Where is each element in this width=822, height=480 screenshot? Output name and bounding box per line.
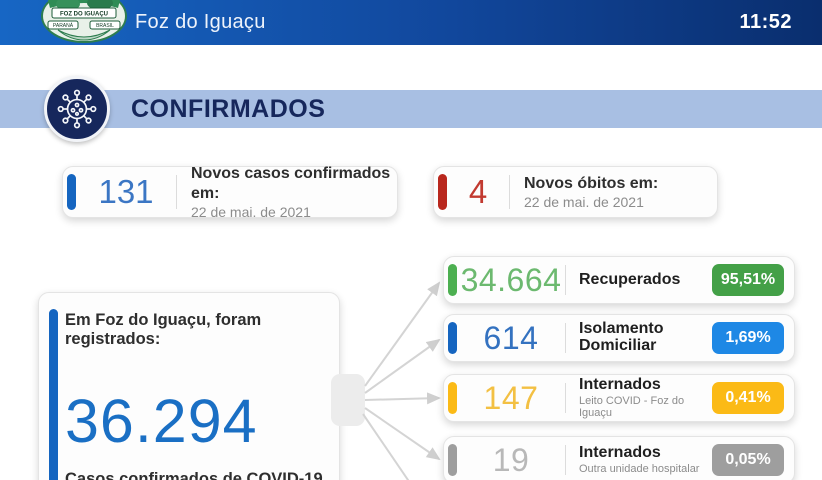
accent-bar xyxy=(67,174,76,210)
home-isolation-value: 614 xyxy=(483,319,539,356)
city-crest-logo: FOZ DO IGUAÇU PARANÁ BRASIL xyxy=(41,0,127,43)
section-banner xyxy=(0,90,822,128)
hospitalized-covid-bed-percent-badge: 0,41% xyxy=(712,382,784,414)
new-deaths-value: 4 xyxy=(468,173,488,210)
accent-bar xyxy=(438,174,447,210)
app-title: Foz do Iguaçu xyxy=(135,11,266,33)
new-cases-value: 131 xyxy=(98,173,154,210)
logo-name-text: FOZ DO IGUAÇU xyxy=(60,12,108,18)
total-caption: Casos confirmados de COVID-19 xyxy=(65,470,323,480)
divider xyxy=(565,323,566,353)
logo-country-text: BRASIL xyxy=(96,23,114,29)
divider xyxy=(565,383,566,413)
connector-arrows xyxy=(362,281,441,480)
connector-node xyxy=(331,374,365,426)
hospitalized-other-value: 19 xyxy=(492,441,530,478)
recovered-label: Recuperados xyxy=(579,270,681,288)
new-deaths-label: Novos óbitos em: xyxy=(524,174,659,192)
hospitalized-covid-bed-label: Internados xyxy=(579,376,661,394)
hospitalized-other-sublabel: Outra unidade hospitalar xyxy=(579,462,700,475)
total-cases-card: Em Foz do Iguaçu, foram registrados: 36.… xyxy=(38,292,340,480)
divider xyxy=(565,445,566,475)
hospitalized-other-percent-badge: 0,05% xyxy=(712,444,784,476)
logo-state-text: PARANÁ xyxy=(53,22,74,29)
accent-bar xyxy=(49,309,58,480)
hospitalized-covid-bed-sublabel: Leito COVID - Foz do Iguaçu xyxy=(579,394,685,419)
virus-icon xyxy=(44,76,110,142)
accent-bar xyxy=(448,382,457,414)
new-cases-card: 131 Novos casos confirmados em: 22 de ma… xyxy=(62,165,398,220)
home-isolation-label: Isolamento Domiciliar xyxy=(579,320,664,354)
accent-bar xyxy=(448,444,457,476)
divider xyxy=(565,265,566,295)
divider xyxy=(176,175,177,209)
recovered-value: 34.664 xyxy=(460,261,562,298)
home-isolation-card: 614 Isolamento Domiciliar 1,69% xyxy=(443,314,795,362)
total-value: 36.294 xyxy=(65,387,258,455)
recovered-card: 34.664 Recuperados 95,51% xyxy=(443,256,795,304)
hospitalized-other-card: 19 Internados Outra unidade hospitalar 0… xyxy=(443,436,795,480)
hospitalized-covid-bed-value: 147 xyxy=(483,379,539,416)
total-intro: Em Foz do Iguaçu, foram registrados: xyxy=(65,311,262,348)
divider xyxy=(509,175,510,209)
new-deaths-date: 22 de mai. de 2021 xyxy=(524,194,644,211)
hospitalized-covid-bed-card: 147 Internados Leito COVID - Foz do Igua… xyxy=(443,374,795,422)
header-bar: FOZ DO IGUAÇU PARANÁ BRASIL Foz do Iguaç… xyxy=(0,0,822,45)
accent-bar xyxy=(448,322,457,354)
clock-time: 11:52 xyxy=(739,11,792,33)
new-cases-date: 22 de mai. de 2021 xyxy=(191,203,311,220)
new-deaths-card: 4 Novos óbitos em: 22 de mai. de 2021 xyxy=(433,166,718,218)
new-cases-label: Novos casos confirmados em: xyxy=(191,165,391,202)
recovered-percent-badge: 95,51% xyxy=(712,264,784,296)
hospitalized-other-label: Internados xyxy=(579,444,661,462)
home-isolation-percent-badge: 1,69% xyxy=(712,322,784,354)
section-title: CONFIRMADOS xyxy=(131,95,326,123)
accent-bar xyxy=(448,264,457,296)
